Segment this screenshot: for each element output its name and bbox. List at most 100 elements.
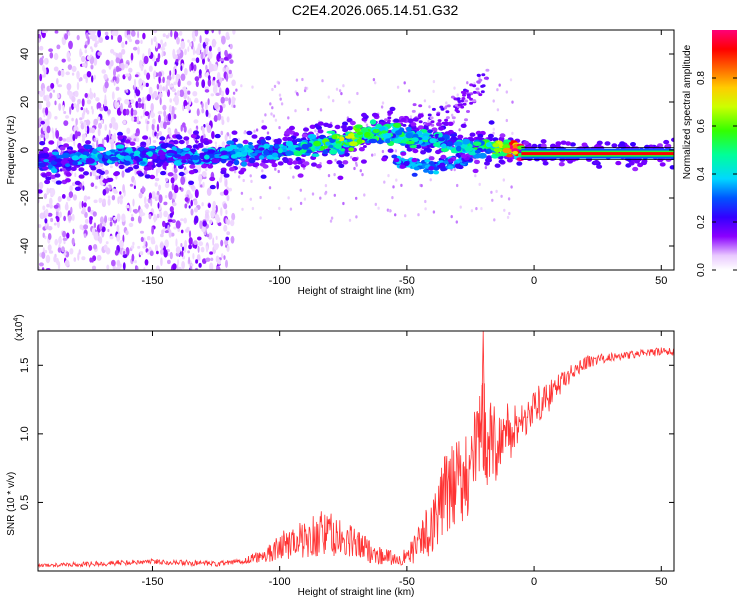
noise-speckle (114, 122, 119, 131)
noise-speckle (160, 39, 164, 45)
noise-speckle (474, 174, 477, 178)
noise-speckle (38, 181, 44, 190)
noise-speckle (122, 254, 128, 259)
noise-speckle (154, 61, 157, 67)
noise-speckle (152, 140, 157, 143)
trace-halo (411, 157, 418, 163)
noise-speckle (194, 207, 198, 213)
colorbar-tick-label: 0.4 (696, 167, 707, 181)
noise-speckle (303, 89, 307, 93)
noise-speckle (173, 184, 179, 194)
noise-speckle (232, 30, 236, 35)
trace-blob (166, 143, 174, 148)
noise-speckle (217, 259, 221, 265)
noise-speckle (158, 194, 163, 204)
trace-halo (346, 126, 353, 131)
branch-blob (480, 84, 485, 88)
noise-speckle (201, 79, 206, 89)
noise-speckle (212, 200, 216, 210)
noise-speckle (224, 134, 228, 142)
noise-speckle (62, 237, 68, 241)
trace-blob (72, 161, 78, 166)
noise-speckle (220, 130, 224, 136)
noise-speckle (363, 193, 366, 197)
trace-halo (144, 174, 151, 179)
trace-blob (287, 146, 296, 151)
colorbar-tick-label: 0.0 (696, 263, 707, 277)
noise-speckle (222, 66, 225, 73)
branch-blob (454, 103, 459, 107)
trace-halo (238, 170, 245, 175)
noise-speckle (81, 256, 86, 261)
noise-speckle (99, 107, 104, 112)
trace-halo (550, 143, 557, 148)
noise-speckle (91, 259, 94, 263)
noise-speckle (183, 169, 189, 175)
noise-speckle (90, 127, 96, 134)
noise-speckle (160, 248, 164, 255)
noise-speckle (155, 41, 158, 49)
trace-blob (364, 131, 371, 138)
carrier-band-core (521, 152, 674, 156)
noise-speckle (39, 73, 43, 82)
noise-speckle (155, 57, 160, 63)
noise-speckle (88, 30, 91, 34)
noise-speckle (268, 186, 272, 190)
noise-speckle (207, 78, 212, 87)
noise-speckle (207, 203, 211, 209)
snr-series-line (37, 330, 675, 569)
trace-blob (124, 155, 132, 161)
y-tick-label: 1.5 (19, 358, 31, 373)
noise-speckle (400, 183, 403, 187)
trace-blob (119, 152, 129, 156)
noise-speckle (110, 59, 114, 67)
noise-speckle (201, 107, 205, 114)
noise-speckle (173, 113, 177, 120)
noise-speckle (189, 42, 192, 47)
trace-halo (142, 135, 149, 140)
noise-speckle (44, 249, 48, 254)
trace-blob (179, 155, 188, 160)
noise-speckle (209, 262, 214, 270)
noise-speckle (205, 41, 209, 46)
noise-speckle (57, 247, 62, 253)
noise-speckle (105, 59, 110, 66)
noise-speckle (195, 259, 199, 264)
noise-speckle (229, 59, 234, 64)
noise-speckle (169, 212, 173, 218)
noise-speckle (158, 131, 162, 136)
noise-speckle (143, 237, 146, 247)
noise-speckle (184, 203, 188, 209)
multiplier-base: (x10 (14, 321, 25, 341)
noise-speckle (353, 166, 356, 171)
trace-blob (92, 148, 98, 155)
noise-speckle (93, 92, 96, 99)
colorbar-label: Normalized spectral amplitude (682, 44, 693, 179)
noise-speckle (213, 64, 218, 71)
trace-blob (485, 142, 492, 148)
noise-speckle (39, 57, 44, 66)
noise-speckle (210, 93, 215, 97)
trace-halo (341, 124, 347, 130)
noise-speckle (330, 216, 334, 220)
noise-speckle (180, 73, 186, 81)
noise-speckle (173, 226, 178, 230)
trace-halo (315, 164, 322, 169)
trace-blob (271, 152, 279, 158)
noise-speckle (93, 199, 98, 204)
noise-speckle (180, 124, 183, 132)
noise-speckle (115, 52, 119, 58)
trace-blob (83, 144, 93, 150)
noise-speckle (116, 101, 120, 108)
noise-speckle (470, 209, 474, 213)
noise-speckle (47, 244, 52, 252)
noise-speckle (381, 101, 385, 105)
trace-blob (204, 154, 210, 160)
trace-halo (45, 176, 52, 181)
noise-speckle (148, 86, 153, 96)
noise-speckle (195, 80, 199, 88)
trace-halo (371, 112, 378, 118)
trace-halo (415, 144, 422, 149)
noise-speckle (94, 185, 98, 189)
trace-halo (389, 106, 396, 112)
